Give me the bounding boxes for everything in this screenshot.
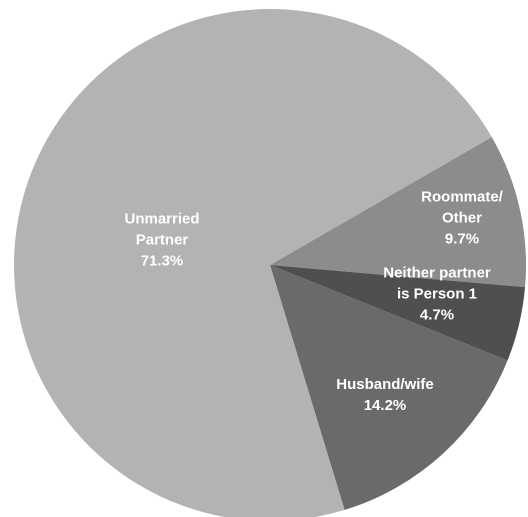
pie-slice: [270, 137, 527, 288]
slice-label: Husband/wife 14.2%: [323, 374, 447, 416]
value-label: 71.3%: [140, 252, 184, 270]
category-label: Husband/wife: [336, 376, 434, 393]
pie-slice: [14, 9, 492, 517]
category-label: Unmarried Partner: [124, 210, 200, 249]
pie-slice: [270, 265, 526, 361]
value-label: 4.7%: [419, 306, 455, 324]
value-label: 14.2%: [363, 397, 407, 414]
slice-label: Neither partner is Person 1 4.7%: [375, 263, 499, 326]
category-label: Neither partner is Person 1: [383, 264, 491, 303]
pie-slice: [270, 265, 508, 510]
slice-label: Roommate/ Other 9.7%: [407, 187, 517, 250]
value-label: 9.7%: [444, 230, 480, 248]
slice-label: Unmarried Partner 71.3%: [102, 209, 222, 272]
category-label: Roommate/ Other: [421, 188, 503, 227]
